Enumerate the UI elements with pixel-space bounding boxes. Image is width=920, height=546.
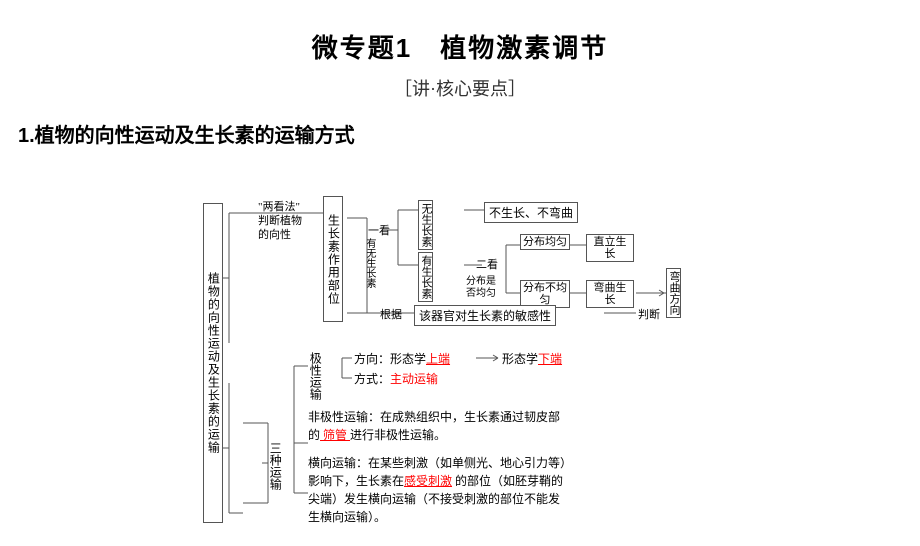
lateral-line4: 生横向运输）。 [308, 508, 688, 526]
nonpolar-l2b: 进行非极性运输。 [350, 428, 446, 442]
even-box: 分布均匀 [520, 234, 570, 250]
polar-dir-bottom: 下端 [538, 352, 562, 366]
even-result-box: 直立生长 [586, 234, 634, 262]
polar-mode: 方式：主动运输 [354, 370, 438, 388]
has-auxin-box: 有生长素 [418, 252, 433, 302]
sensitivity-box: 该器官对生长素的敏感性 [414, 305, 556, 326]
lateral-line2: 影响下，生长素在感受刺激 的部位（如胚芽鞘的 [308, 472, 688, 490]
polar-label: 极性运输 [308, 352, 321, 400]
nonpolar-l2a: 的 [308, 428, 320, 442]
no-auxin-box: 无生长素 [418, 200, 433, 250]
lateral-l2a: 影响下，生长素在 [308, 474, 404, 488]
look1-sub: 有无生长素 [364, 238, 374, 288]
no-auxin-result: 不生长、不弯曲 [484, 202, 578, 223]
uneven-result-box: 弯曲生长 [586, 280, 634, 308]
look2-sub2: 否均匀 [466, 284, 496, 299]
polar-mode-label: 方式： [354, 372, 390, 386]
polar-mode-value: 主动运输 [390, 372, 438, 386]
nonpolar-line2: 的 筛管 进行非极性运输。 [308, 426, 688, 444]
lateral-blank: 感受刺激 [404, 474, 452, 488]
judge-label: 判断 [638, 306, 660, 322]
lateral-l2b: 的部位（如胚芽鞘的 [452, 474, 563, 488]
concept-diagram: 植物的向性运动及生长素的运输 "两看法" 判断植物 的向性 生长素作用部位 一看… [208, 198, 908, 538]
lateral-transport: 横向运输：在某些刺激（如单侧光、地心引力等） 影响下，生长素在感受刺激 的部位（… [308, 454, 688, 526]
section-heading: 1.植物的向性运动及生长素的运输方式 [18, 119, 920, 148]
root-box: 植物的向性运动及生长素的运输 [203, 203, 223, 523]
polar-dir-top: 上端 [426, 352, 450, 366]
method-note-3: 的向性 [258, 226, 291, 242]
basis-label: 根据 [380, 306, 402, 322]
polar-direction: 方向：形态学上端 [354, 350, 450, 368]
nonpolar-blank: 筛管 [320, 428, 350, 442]
page-title: 微专题1 植物激素调节 [0, 28, 920, 65]
nonpolar-transport: 非极性运输：在成熟组织中，生长素通过韧皮部 的 筛管 进行非极性运输。 [308, 408, 688, 444]
action-site-box: 生长素作用部位 [323, 196, 343, 322]
uneven-box: 分布不均匀 [520, 280, 570, 308]
polar-dir-arrow: 形态学 [502, 352, 538, 366]
page-subtitle: ［讲·核心要点］ [0, 75, 920, 101]
look2-label: 二看 [476, 256, 498, 272]
nonpolar-line1: 非极性运输：在成熟组织中，生长素通过韧皮部 [308, 408, 688, 426]
lateral-line3: 尖端）发生横向运输（不接受刺激的部位不能发 [308, 490, 688, 508]
bend-direction-box: 弯曲方向 [666, 268, 681, 318]
lateral-line1: 横向运输：在某些刺激（如单侧光、地心引力等） [308, 454, 688, 472]
three-transport-label: 三种运输 [268, 442, 281, 490]
polar-dir-label: 方向：形态学 [354, 352, 426, 366]
polar-direction-2: 形态学下端 [502, 350, 562, 368]
look1-label: 一看 [368, 222, 390, 238]
